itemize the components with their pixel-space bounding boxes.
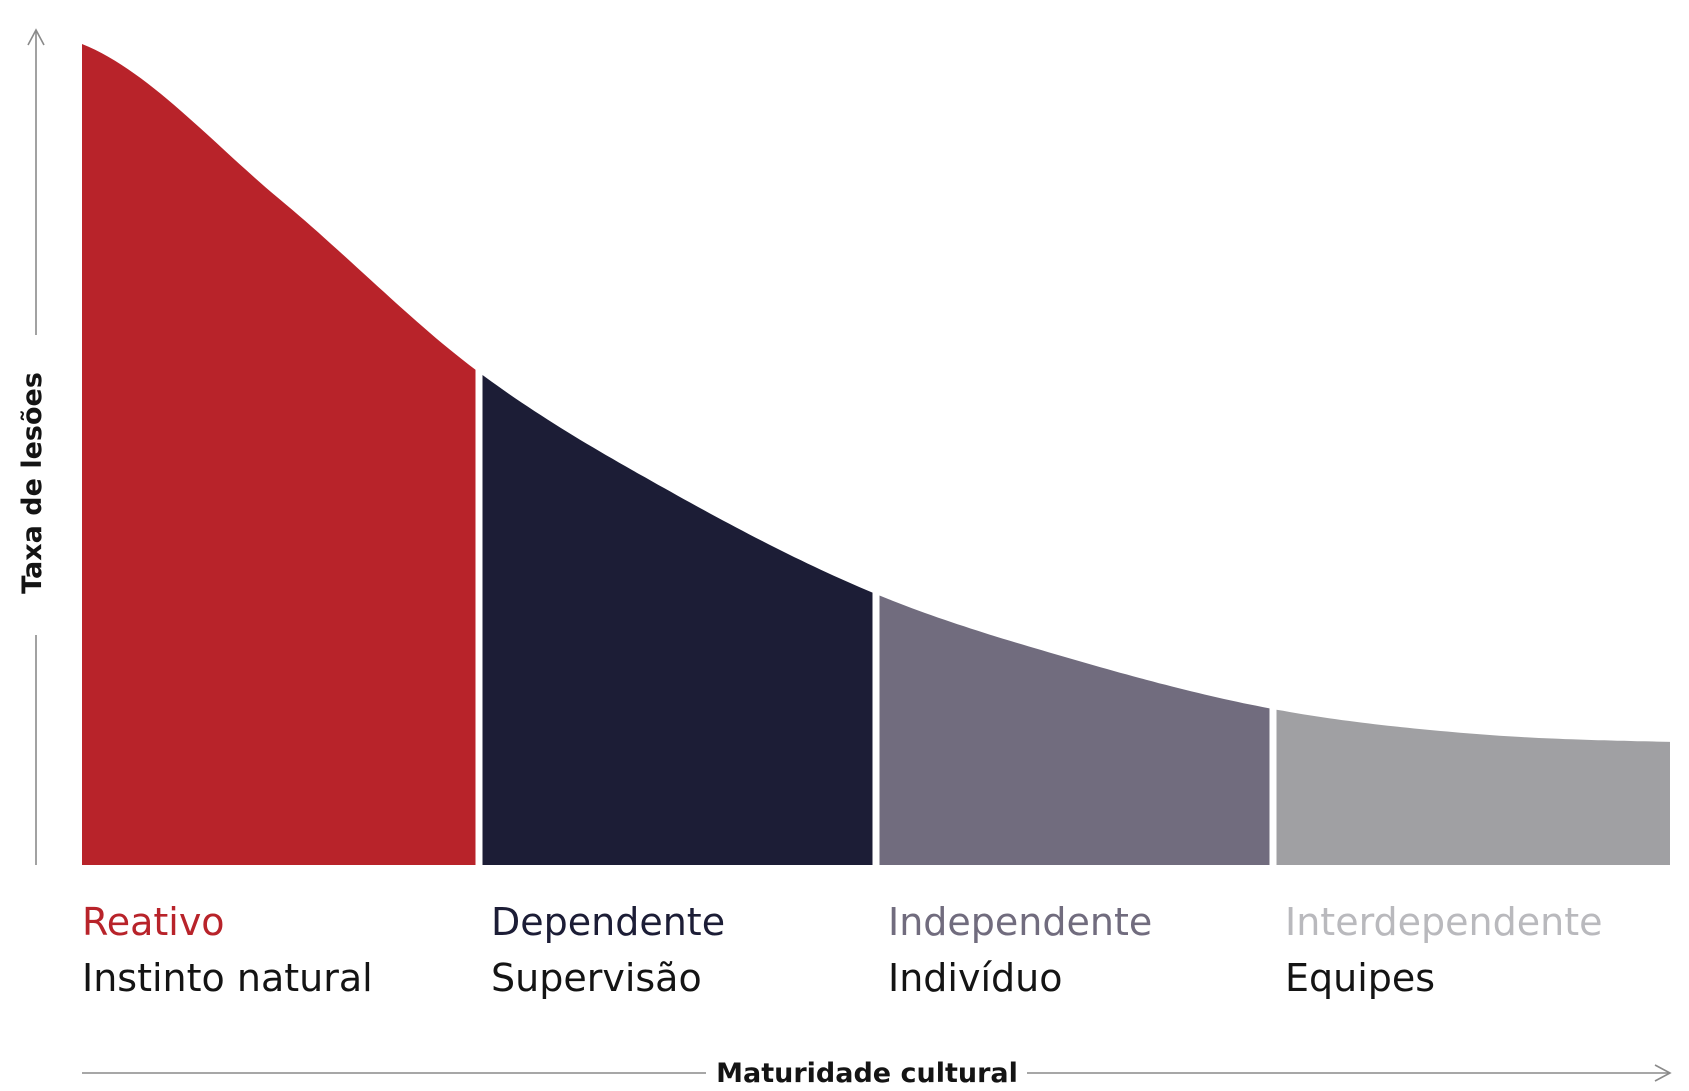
stage-area-reativo xyxy=(82,44,476,865)
stage-name-reativo: Reativo xyxy=(82,900,225,944)
y-axis-title: Taxa de lesões xyxy=(17,372,48,594)
stage-description-reativo: Instinto natural xyxy=(82,956,373,1000)
stage-area-independente xyxy=(879,595,1270,865)
stage-description-dependente: Supervisão xyxy=(491,956,702,1000)
stage-description-interdependente: Equipes xyxy=(1285,956,1435,1000)
stage-labels: Reativo Instinto natural Dependente Supervi… xyxy=(82,900,1602,1000)
stage-name-independente: Independente xyxy=(888,900,1152,944)
stage-name-dependente: Dependente xyxy=(491,900,725,944)
stage-description-independente: Indivíduo xyxy=(888,956,1062,1000)
stage-name-interdependente: Interdependente xyxy=(1285,900,1602,944)
x-axis-title: Maturidade cultural xyxy=(716,1058,1018,1089)
stage-area-interdependente xyxy=(1276,709,1670,865)
stage-area-dependente xyxy=(482,375,873,865)
stage-areas xyxy=(82,44,1670,865)
